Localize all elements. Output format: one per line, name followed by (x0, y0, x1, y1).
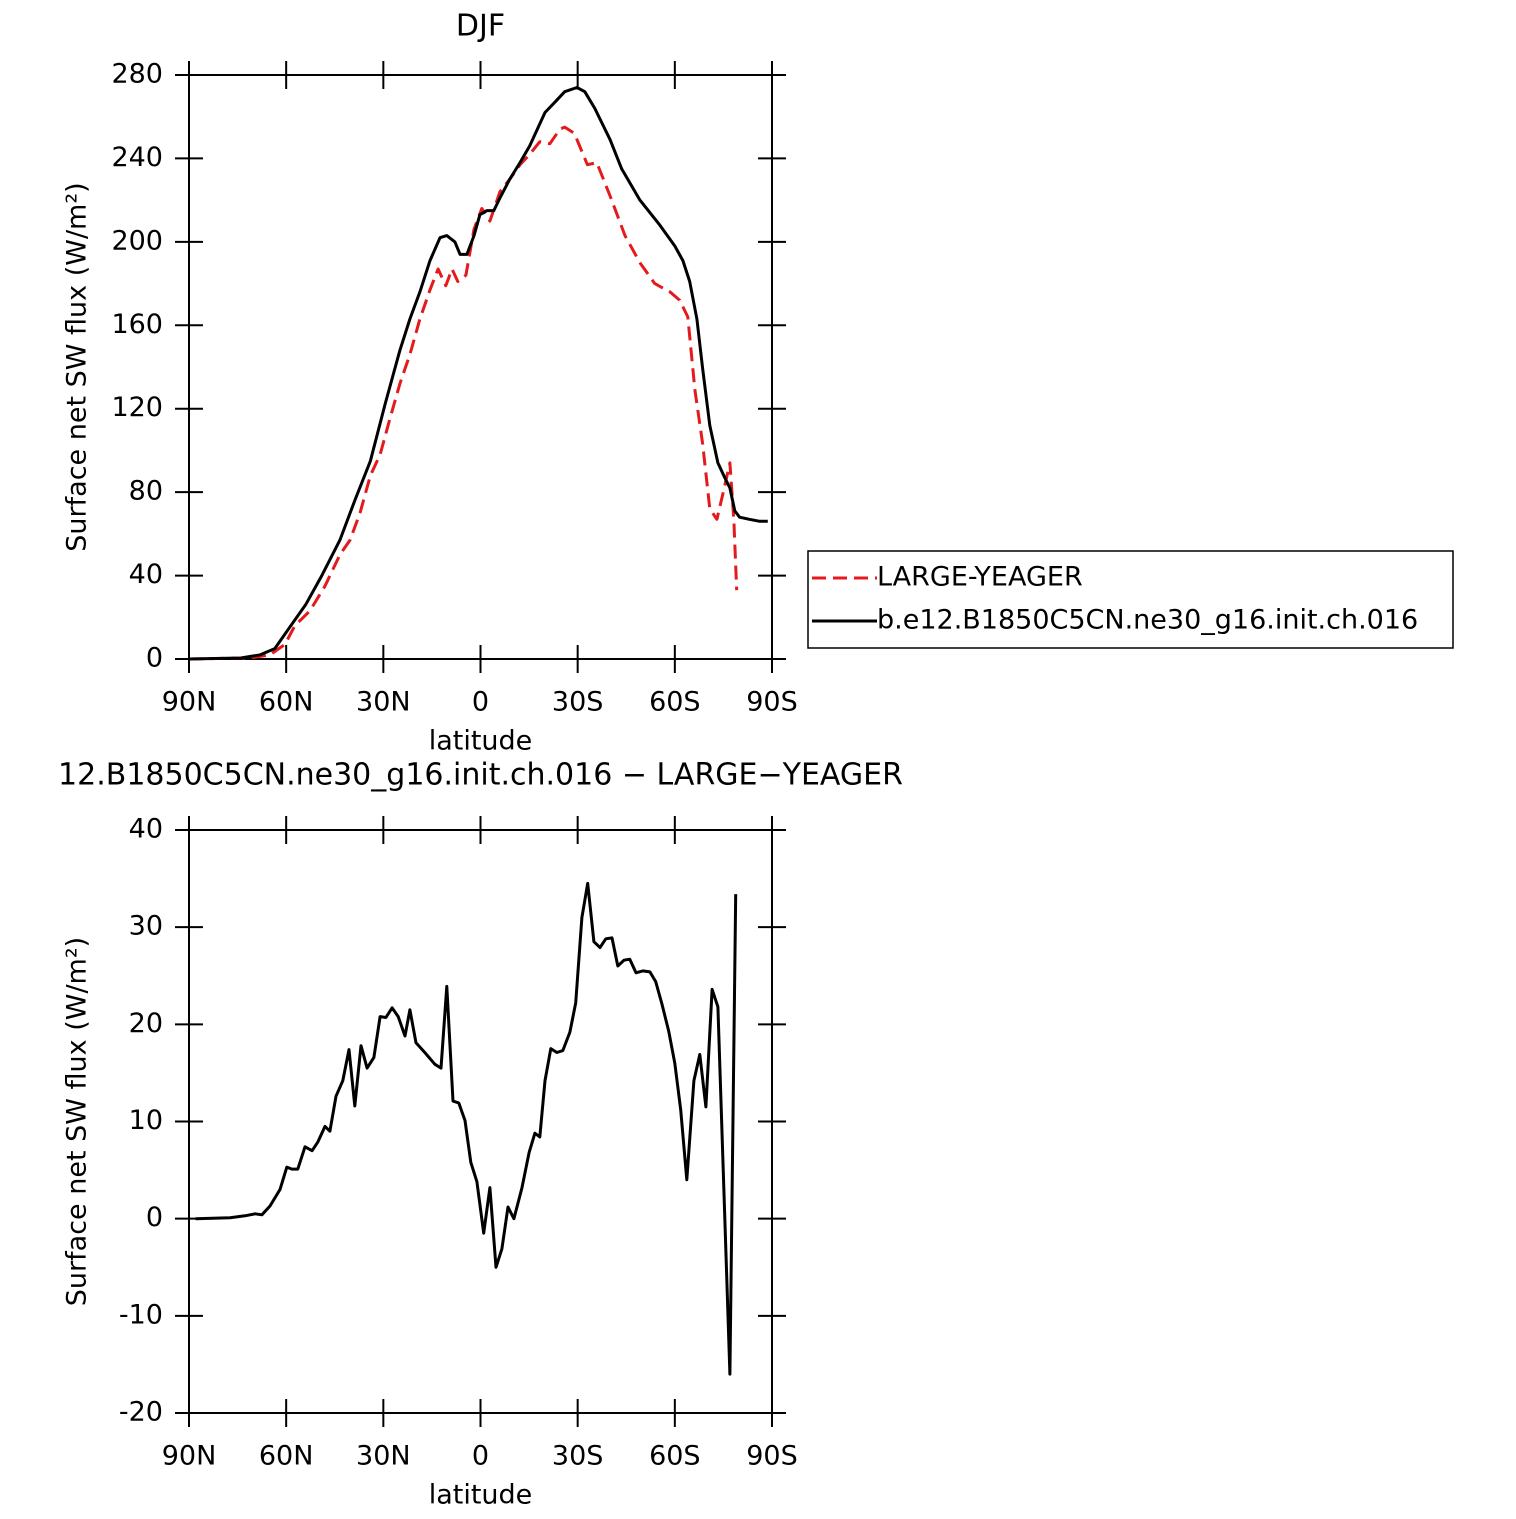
y-tick-label: 30 (129, 911, 163, 942)
x-tick-label: 30S (552, 1441, 604, 1472)
x-tick-label: 90N (162, 687, 217, 718)
y-tick-label: 0 (146, 643, 163, 674)
y-tick-label: 40 (129, 559, 163, 590)
y-tick-label: 120 (111, 392, 163, 423)
x-axis-label: latitude (429, 1480, 533, 1511)
legend-box (807, 550, 1454, 649)
y-tick-label: 40 (129, 814, 163, 845)
x-tick-label: 60S (649, 687, 701, 718)
y-tick-label: -10 (119, 1299, 163, 1330)
x-tick-label: 30S (552, 687, 604, 718)
x-tick-label: 90N (162, 1441, 217, 1472)
y-tick-label: -20 (119, 1397, 163, 1428)
data-line (195, 881, 738, 1376)
data-line (188, 86, 768, 661)
x-tick-label: 0 (472, 1441, 489, 1472)
data-line (188, 125, 739, 661)
x-tick-label: 60N (259, 687, 314, 718)
y-tick-label: 20 (129, 1008, 163, 1039)
y-axis-label: Surface net SW flux (W/m²) (62, 182, 93, 551)
x-tick-label: 0 (472, 687, 489, 718)
y-tick-label: 80 (129, 476, 163, 507)
x-tick-label: 30N (356, 1441, 411, 1472)
plot-frame (188, 829, 773, 1414)
y-axis-label: Surface net SW flux (W/m²) (62, 937, 93, 1306)
x-tick-label: 60S (649, 1441, 701, 1472)
legend-label: LARGE-YEAGER (877, 562, 1083, 593)
x-tick-label: 60N (259, 1441, 314, 1472)
y-tick-label: 240 (111, 142, 163, 173)
x-tick-label: 90S (746, 1441, 798, 1472)
x-tick-label: 90S (746, 687, 798, 718)
legend-label: b.e12.B1850C5CN.ne30_g16.init.ch.016 (877, 605, 1418, 636)
x-axis-label: latitude (429, 726, 533, 757)
y-tick-label: 280 (111, 59, 163, 90)
plot-frame (188, 74, 773, 660)
y-tick-label: 200 (111, 225, 163, 256)
y-tick-label: 160 (111, 309, 163, 340)
chart-title: DJF (456, 9, 505, 44)
chart-title: 12.B1850C5CN.ne30_g16.init.ch.016 − LARG… (58, 758, 903, 793)
y-tick-label: 0 (146, 1202, 163, 1233)
x-tick-label: 30N (356, 687, 411, 718)
y-tick-label: 10 (129, 1105, 163, 1136)
